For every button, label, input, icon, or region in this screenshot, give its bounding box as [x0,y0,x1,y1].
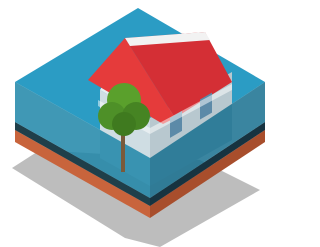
tree-crown [112,112,136,136]
flooded-house-illustration [0,0,277,247]
